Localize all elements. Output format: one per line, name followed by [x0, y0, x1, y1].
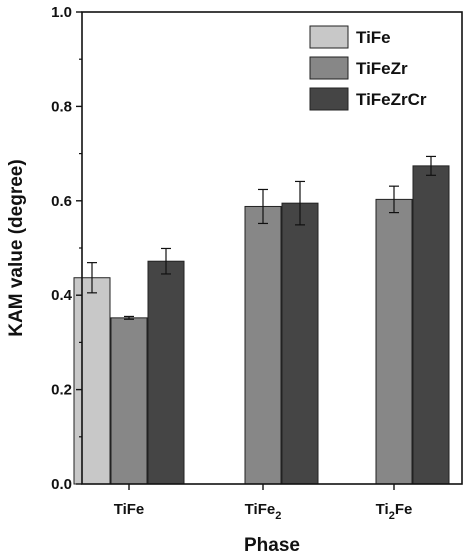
error-bar-tifezr-3 — [389, 185, 399, 214]
x-tick-label-subscript: 2 — [275, 510, 281, 522]
error-bar-tifezrcr-3 — [426, 155, 436, 176]
y-tick-label: 0.0 — [51, 476, 72, 493]
bars-layer — [73, 165, 450, 485]
x-tick-label-3: Ti2Fe — [376, 501, 413, 522]
x-tick-label-1: TiFe — [114, 501, 145, 518]
x-axis-title: Phase — [244, 535, 300, 556]
x-tick-label-2: TiFe2 — [245, 501, 282, 522]
x-tick-label-text: Ti — [376, 501, 389, 518]
legend-label: TiFeZrCr — [356, 90, 427, 109]
legend-swatch — [309, 56, 349, 80]
y-tick-label: 0.8 — [51, 98, 72, 115]
legend-item-tifezr: TiFeZr — [309, 56, 408, 80]
error-bars-layer — [87, 155, 436, 320]
x-tick-label-text: TiFe — [114, 501, 145, 518]
error-bar-tifezrcr-1 — [161, 247, 171, 275]
bar-tife-1 — [73, 277, 111, 485]
error-bar-tifezrcr-2 — [295, 180, 305, 226]
bar-tifezrcr-2 — [281, 202, 319, 485]
bar-tifezr-1 — [110, 317, 148, 485]
error-bar-tife-1 — [87, 262, 97, 294]
y-axis: 0.0 0.2 0.4 0.6 0.8 1.0 — [51, 4, 82, 493]
legend-swatch — [309, 87, 349, 111]
legend-item-tifezrcr: TiFeZrCr — [309, 87, 427, 111]
y-tick-label: 0.6 — [51, 193, 72, 210]
legend-item-tife: TiFe — [309, 25, 391, 49]
error-bar-tifezr-2 — [258, 188, 268, 225]
y-axis-title: KAM value (degree) — [6, 159, 27, 336]
x-tick-label-subscript: 2 — [389, 510, 395, 522]
legend: TiFe TiFeZr TiFeZrCr — [309, 25, 427, 111]
x-tick-label-text: TiFe — [245, 501, 276, 518]
x-tick-label-text: Fe — [395, 501, 413, 518]
legend-label: TiFeZr — [356, 59, 408, 78]
y-tick-label: 1.0 — [51, 4, 72, 21]
legend-swatch — [309, 25, 349, 49]
legend-label: TiFe — [356, 28, 391, 47]
error-bar-tifezr-1 — [124, 315, 134, 320]
bar-tifezrcr-3 — [412, 165, 450, 485]
x-axis: TiFe TiFe2 Ti2Fe — [114, 484, 413, 522]
bar-tifezrcr-1 — [147, 260, 185, 485]
y-tick-label: 0.4 — [51, 287, 73, 304]
bar-tifezr-2 — [244, 205, 282, 485]
bar-tifezr-3 — [375, 198, 413, 485]
y-tick-label: 0.2 — [51, 382, 72, 399]
